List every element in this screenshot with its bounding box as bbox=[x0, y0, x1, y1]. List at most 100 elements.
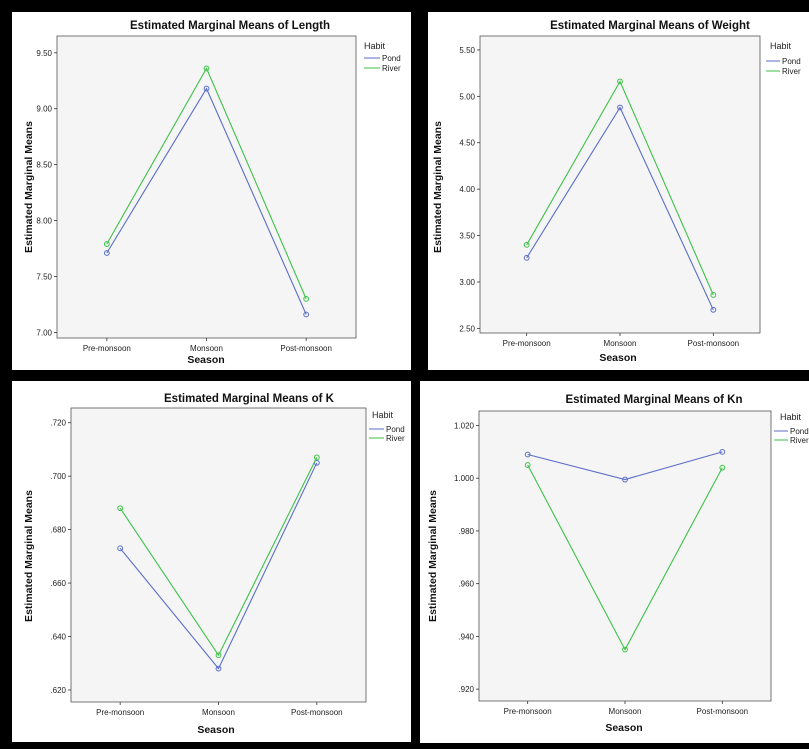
x-axis: Pre-monsoon Monsoon Post-monsoon bbox=[504, 701, 748, 716]
legend: Habit Pond River bbox=[369, 410, 405, 443]
series-line-pond bbox=[527, 451, 723, 481]
y-tick-label: 7.50 bbox=[36, 272, 52, 281]
y-tick-label: .620 bbox=[50, 686, 66, 695]
legend-label-river: River bbox=[790, 436, 809, 445]
y-tick-label: .960 bbox=[458, 580, 474, 589]
legend-label-pond: Pond bbox=[790, 427, 809, 436]
x-axis-label: Season bbox=[197, 724, 234, 736]
x-tick-label: Pre-monsoon bbox=[503, 339, 551, 348]
x-axis-label: Season bbox=[599, 352, 636, 364]
data-point-river bbox=[215, 652, 222, 659]
data-point-river bbox=[719, 464, 726, 471]
y-tick-label: .700 bbox=[50, 472, 66, 481]
y-tick-label: 1.020 bbox=[454, 422, 475, 431]
data-point-pond bbox=[719, 448, 726, 455]
chart-k-svg: Estimated Marginal Means of K .620 .640 .6… bbox=[23, 393, 405, 736]
legend: Habit Pond River bbox=[774, 412, 809, 445]
x-tick-label: Post-monsoon bbox=[280, 344, 332, 353]
data-point-pond bbox=[617, 104, 623, 111]
y-tick-label: .640 bbox=[50, 633, 66, 642]
data-point-river bbox=[524, 462, 531, 468]
data-point-river bbox=[303, 295, 310, 302]
y-tick-label: 5.00 bbox=[459, 92, 475, 101]
data-point-pond bbox=[524, 451, 531, 458]
y-tick-label: 5.50 bbox=[459, 46, 475, 55]
chart-title: Estimated Marginal Means of Weight bbox=[550, 20, 750, 32]
x-axis-label: Season bbox=[605, 722, 642, 734]
data-point-pond bbox=[103, 250, 110, 256]
y-tick-label: 2.50 bbox=[459, 324, 475, 333]
x-tick-label: Monsoon bbox=[609, 707, 642, 716]
x-tick-label: Post-monsoon bbox=[697, 707, 749, 716]
x-axis: Pre-monsoon Monsoon Post-monsoon bbox=[503, 333, 739, 348]
y-tick-label: 3.00 bbox=[459, 278, 475, 287]
legend-label-river: River bbox=[382, 64, 401, 73]
y-tick-label: 9.50 bbox=[36, 49, 52, 58]
legend: Habit Pond River bbox=[364, 41, 401, 73]
y-tick-label: 1.000 bbox=[454, 474, 475, 483]
series-group bbox=[524, 448, 726, 653]
series-group bbox=[103, 65, 310, 318]
x-tick-label: Monsoon bbox=[190, 344, 223, 353]
x-tick-label: Post-monsoon bbox=[688, 339, 740, 348]
data-point-river bbox=[710, 292, 717, 298]
plot-area bbox=[56, 35, 357, 339]
series-line-river bbox=[527, 464, 723, 651]
y-axis: 7.00 7.50 8.00 8.50 9.00 9.50 bbox=[36, 49, 57, 337]
data-point-pond bbox=[523, 254, 530, 261]
data-point-river bbox=[117, 505, 124, 512]
series-line-pond bbox=[526, 106, 714, 311]
data-point-river bbox=[617, 78, 623, 85]
y-tick-label: 7.00 bbox=[36, 328, 52, 337]
data-point-pond bbox=[203, 85, 210, 92]
x-tick-label: Pre-monsoon bbox=[504, 707, 552, 716]
series-line-river bbox=[119, 457, 318, 657]
legend-label-pond: Pond bbox=[382, 54, 401, 63]
plot-area bbox=[478, 410, 772, 702]
x-tick-label: Pre-monsoon bbox=[96, 708, 144, 717]
series-group bbox=[117, 454, 320, 672]
legend-title: Habit bbox=[770, 41, 792, 51]
plot-area bbox=[479, 35, 761, 334]
data-point-pond bbox=[215, 665, 222, 672]
data-point-pond bbox=[303, 311, 310, 318]
chart-title: Estimated Marginal Means of K bbox=[164, 393, 335, 405]
y-tick-label: .660 bbox=[50, 579, 66, 588]
legend-title: Habit bbox=[780, 412, 802, 422]
chart-panel-k: Estimated Marginal Means of K .620 .640 .6… bbox=[12, 381, 411, 742]
x-axis: Pre-monsoon Monsoon Post-monsoon bbox=[83, 338, 332, 353]
y-axis-label: Estimated Marginal Means bbox=[23, 121, 35, 253]
series-line-pond bbox=[119, 462, 318, 670]
chart-panel-kn: Estimated Marginal Means of Kn .920 .940.… bbox=[420, 381, 809, 743]
legend-label-river: River bbox=[782, 67, 801, 76]
y-tick-label: .680 bbox=[50, 526, 66, 535]
data-point-river bbox=[103, 241, 110, 247]
x-tick-label: Pre-monsoon bbox=[83, 344, 131, 353]
y-tick-label: 9.00 bbox=[36, 105, 52, 114]
y-tick-label: .940 bbox=[458, 632, 474, 641]
legend-title: Habit bbox=[364, 41, 386, 51]
x-axis-label: Season bbox=[187, 354, 224, 366]
x-tick-label: Monsoon bbox=[202, 708, 235, 717]
legend-title: Habit bbox=[372, 410, 394, 420]
data-point-pond bbox=[622, 476, 628, 483]
y-axis-label: Estimated Marginal Means bbox=[432, 121, 444, 253]
chart-length-svg: Estimated Marginal Means of Length 7.00 7… bbox=[23, 20, 401, 366]
y-tick-label: .980 bbox=[458, 527, 474, 536]
chart-title: Estimated Marginal Means of Length bbox=[130, 20, 330, 32]
data-point-river bbox=[203, 65, 210, 72]
y-tick-label: .720 bbox=[50, 419, 66, 428]
data-point-river bbox=[523, 241, 530, 248]
data-point-river bbox=[622, 646, 628, 653]
series-group bbox=[523, 78, 717, 313]
series-line-river bbox=[526, 80, 714, 296]
x-tick-label: Post-monsoon bbox=[291, 708, 343, 717]
series-line-pond bbox=[106, 87, 307, 315]
y-axis-label: Estimated Marginal Means bbox=[23, 490, 35, 622]
y-axis: 2.50 3.00 3.50 4.00 4.50 5.00 5.50 bbox=[459, 46, 480, 333]
chart-panel-weight: Estimated Marginal Means of Weight 2.50 3… bbox=[428, 12, 809, 370]
y-tick-label: .920 bbox=[458, 685, 474, 694]
legend: Habit Pond River bbox=[766, 41, 801, 76]
chart-kn-svg: Estimated Marginal Means of Kn .920 .940.… bbox=[427, 394, 809, 734]
data-point-river bbox=[313, 454, 320, 461]
